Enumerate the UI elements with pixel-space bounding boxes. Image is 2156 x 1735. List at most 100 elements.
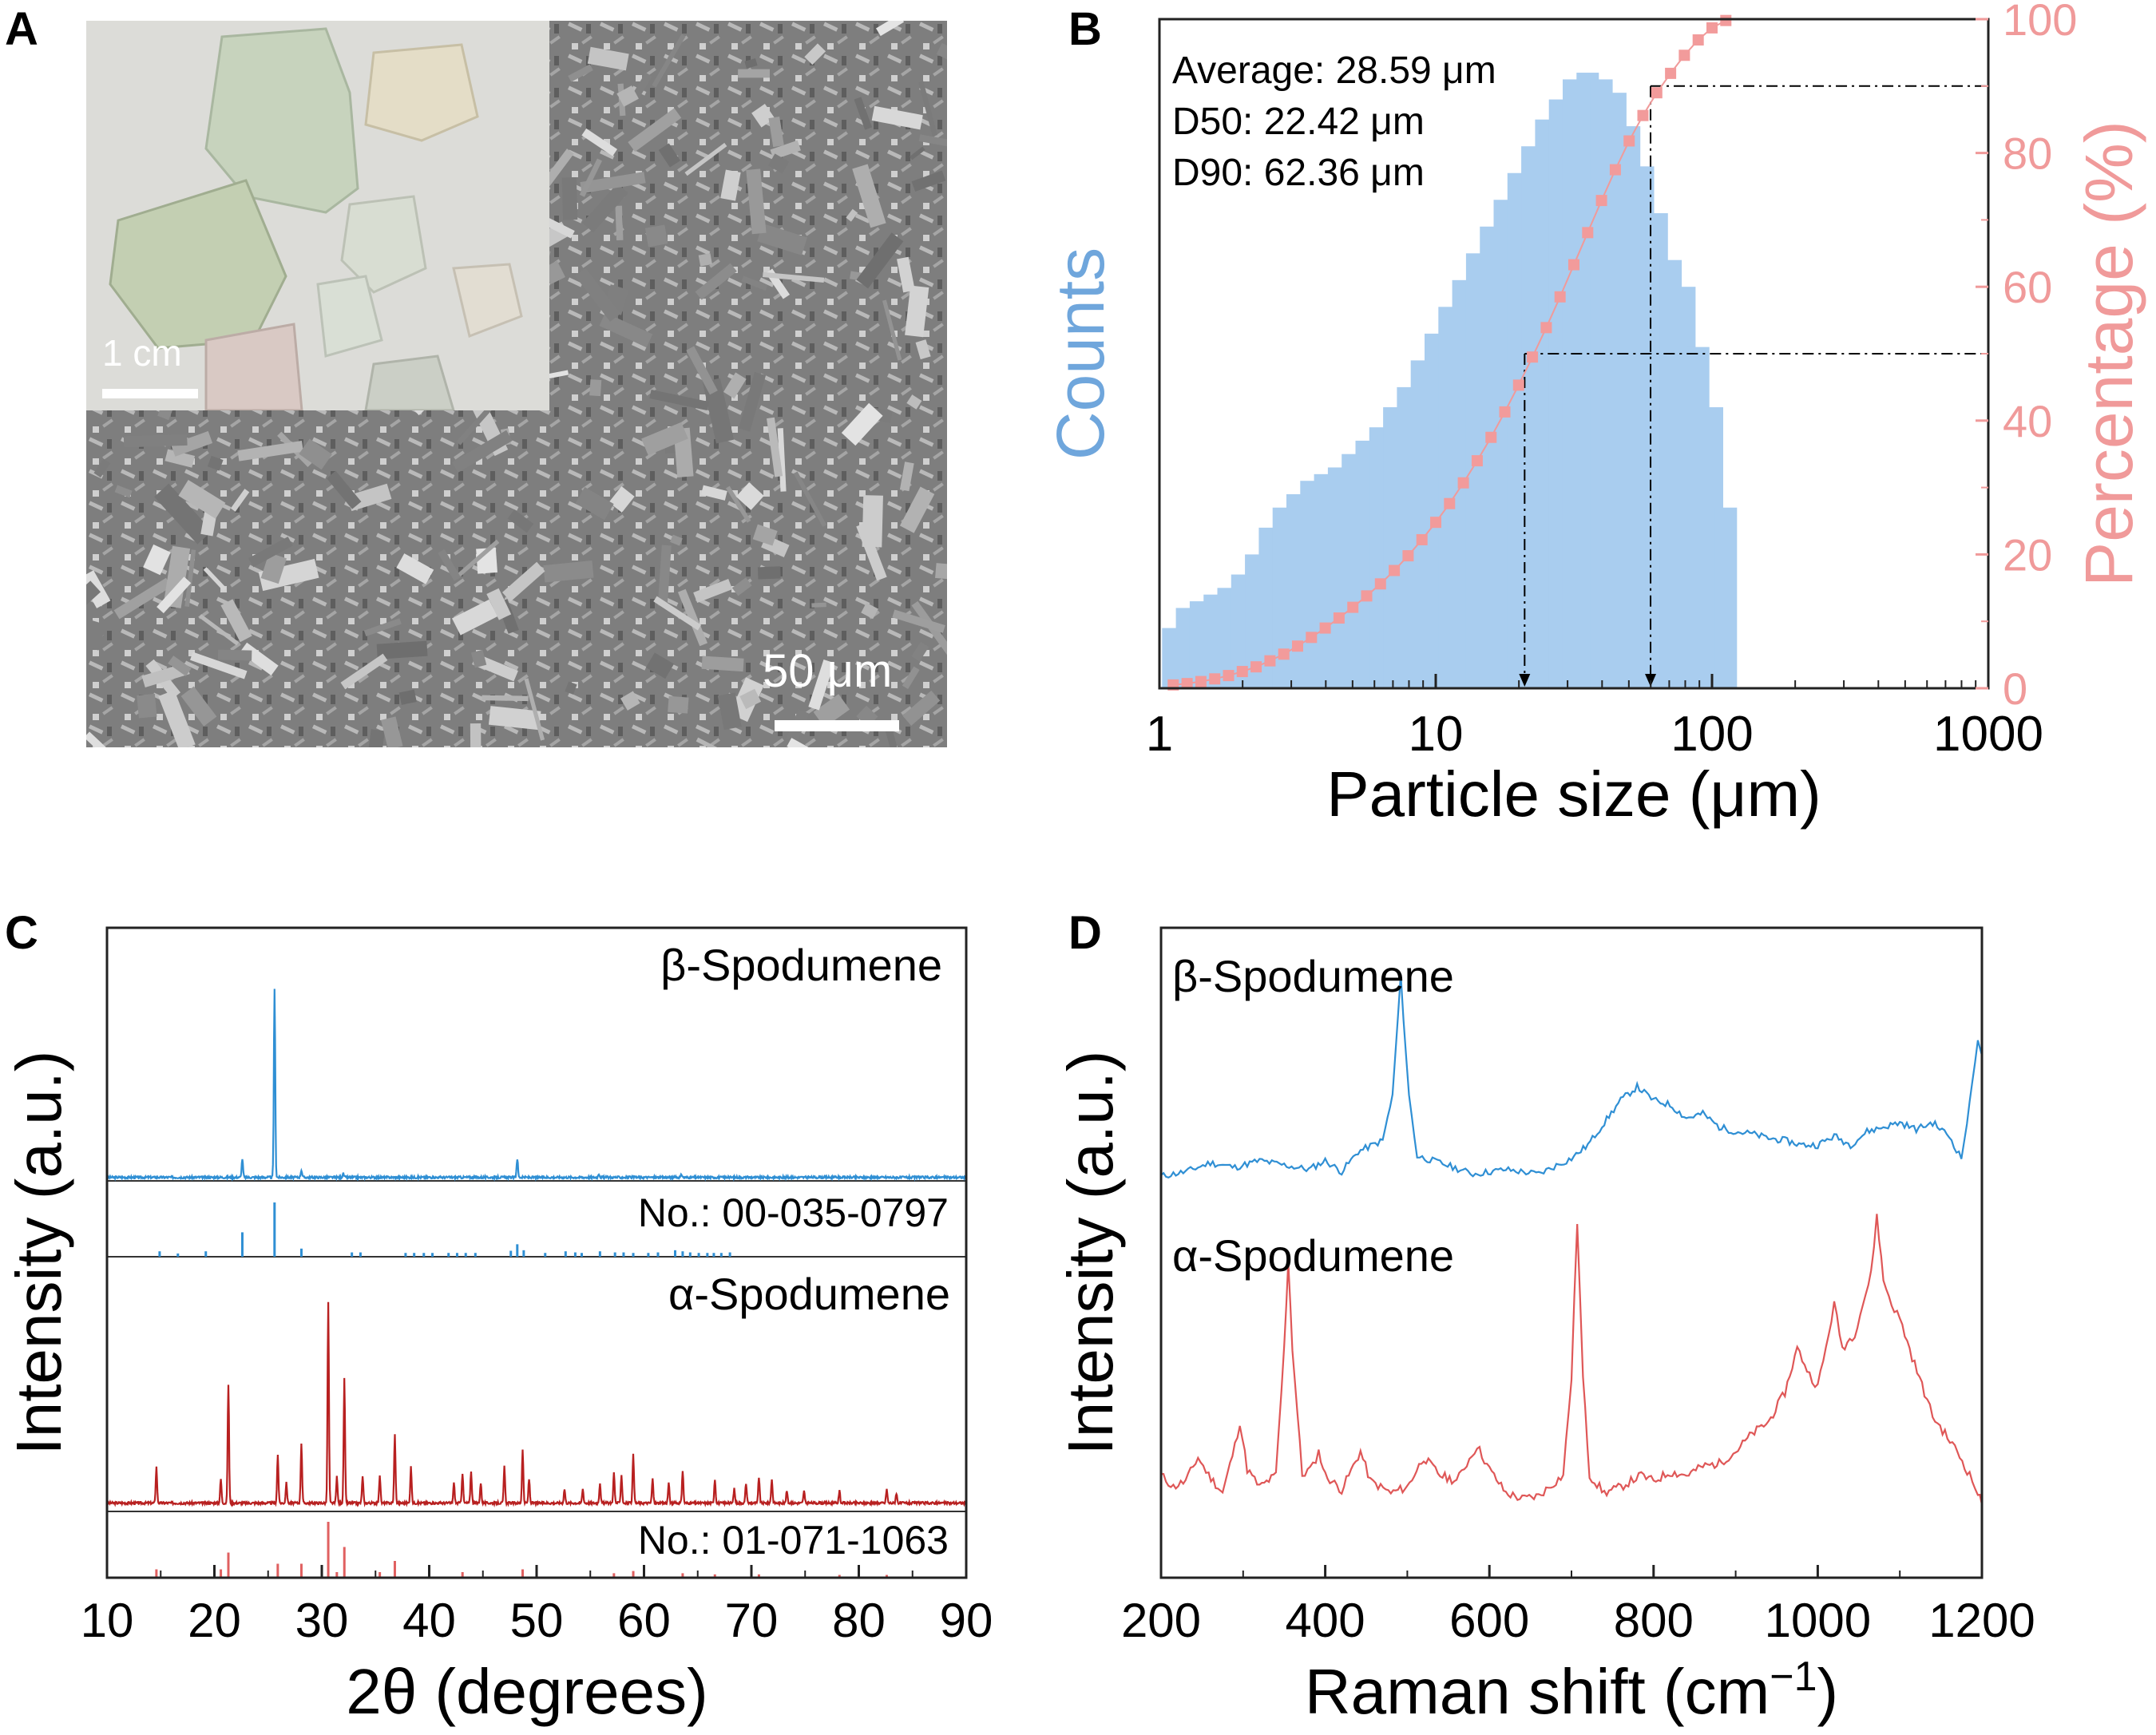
sem-crystal [746, 168, 767, 235]
d-alpha-spectrum [1160, 1214, 1984, 1505]
sem-crystal [876, 21, 905, 37]
panel-label-b: B [1068, 3, 1102, 55]
c-x-tick-label: 40 [402, 1594, 456, 1647]
b-right-tick-label: 0 [2003, 663, 2027, 714]
sem-crystal [882, 299, 902, 361]
sem-crystal [501, 561, 545, 602]
sem-crystal [230, 489, 250, 512]
c-x-axis: 10 20 30 40 50 60 70 80 90 [81, 1565, 993, 1647]
sem-crystal [897, 256, 915, 293]
c-y-axis-title: Intensity (a.u.) [3, 1051, 74, 1456]
sem-crystal [911, 641, 929, 662]
sem-crystal [768, 116, 784, 148]
sem-crystal [909, 146, 925, 160]
sem-crystal [751, 104, 775, 128]
c-content [106, 988, 968, 1578]
sem-crystal [456, 406, 493, 446]
b-cumulative-marker [1333, 612, 1345, 624]
sem-crystal [451, 430, 513, 473]
sem-crystal [164, 449, 196, 468]
sem-crystal [861, 602, 878, 620]
sem-crystal [171, 430, 213, 457]
d-x-tick-label: 1000 [1765, 1594, 1871, 1647]
sem-crystal [739, 372, 767, 432]
sem-crystal [168, 656, 192, 676]
b-cumulative-marker [1250, 661, 1262, 673]
b-right-tick-label: 80 [2003, 129, 2052, 179]
sem-crystal [726, 485, 751, 523]
sem-crystal [589, 379, 602, 397]
b-cumulative-marker [1485, 431, 1497, 443]
sem-crystal [190, 652, 248, 679]
sem-crystal [482, 695, 529, 702]
b-cumulative-marker [1527, 351, 1539, 363]
sem-crystal [158, 690, 196, 747]
sem-crystal [695, 263, 737, 300]
sem-crystal [653, 596, 702, 631]
sem-crystal [670, 534, 683, 546]
b-cumulative-marker [1512, 379, 1524, 391]
sem-crystal [693, 579, 733, 604]
c-x-tick-label: 80 [832, 1594, 886, 1647]
sem-crystal [615, 205, 624, 241]
sem-crystal [652, 34, 686, 88]
sem-crystal [220, 599, 252, 643]
b-cumulative-marker [1291, 640, 1303, 652]
sem-crystal [114, 485, 133, 498]
sem-crystal [892, 609, 945, 633]
sem-crystal [856, 232, 904, 289]
sem-crystal [203, 567, 227, 592]
b-right-tick-label: 40 [2003, 396, 2052, 446]
b-x-tick-label: 1000 [1933, 707, 2043, 762]
b-cumulative-marker [1582, 227, 1594, 239]
sem-crystal [641, 422, 688, 456]
sem-crystal [452, 599, 498, 636]
sem-crystal [587, 46, 629, 71]
d-x-axis-title: Raman shift (cm−1) [1305, 1654, 1838, 1727]
sem-crystal [862, 495, 883, 548]
sem-crystal [599, 312, 653, 347]
b-cumulative-marker [1306, 632, 1318, 644]
b-cumulative-marker [1236, 666, 1248, 678]
sem-crystal [237, 440, 303, 461]
sem-crystal [717, 692, 742, 731]
sem-crystal [701, 656, 744, 672]
d-x-axis-title-sup: −1 [1770, 1654, 1817, 1700]
sem-crystal [582, 183, 628, 233]
c-ref-beta-label: No.: 00-035-0797 [638, 1190, 949, 1235]
c-x-tick-label: 60 [617, 1594, 671, 1647]
sem-crystal [871, 105, 923, 130]
sem-crystal [178, 479, 226, 519]
c-x-tick-label: 70 [725, 1594, 779, 1647]
c-x-axis-title: 2θ (degrees) [346, 1656, 708, 1727]
b-right-tick-label: 20 [2003, 529, 2052, 580]
sem-crystal [180, 686, 217, 727]
b-cumulative-marker [1402, 550, 1414, 562]
sem-crystal [260, 553, 287, 584]
sem-crystal [608, 486, 635, 513]
sem-crystal [738, 69, 770, 78]
b-x-tick-label: 10 [1409, 707, 1464, 762]
sem-crystal [157, 576, 192, 614]
sem-crystal [363, 618, 402, 636]
sem-crystal [340, 653, 388, 690]
sem-crystal [644, 224, 668, 248]
b-right-axis-title: Percentage (%) [2071, 121, 2146, 587]
sem-crystal [744, 57, 758, 69]
sem-crystal [616, 85, 639, 107]
panel-label-d: D [1068, 907, 1102, 959]
d-y-axis-title: Intensity (a.u.) [1055, 1051, 1126, 1456]
sem-crystal [524, 678, 545, 741]
c-x-tick-label: 30 [295, 1594, 349, 1647]
sem-crystal [911, 170, 946, 192]
d-x-axis-title-close: ) [1817, 1656, 1839, 1727]
c-series-beta-label: β-Spodumene [660, 940, 942, 990]
d-series-beta-label: β-Spodumene [1172, 951, 1454, 1001]
sem-crystal [438, 549, 462, 581]
b-stat-d90: D90: 62.36 μm [1172, 152, 1425, 194]
sem-crystal [852, 164, 886, 228]
sem-crystal [381, 716, 403, 747]
b-cumulative-marker [1264, 655, 1276, 667]
b-cumulative-marker [1609, 164, 1621, 176]
